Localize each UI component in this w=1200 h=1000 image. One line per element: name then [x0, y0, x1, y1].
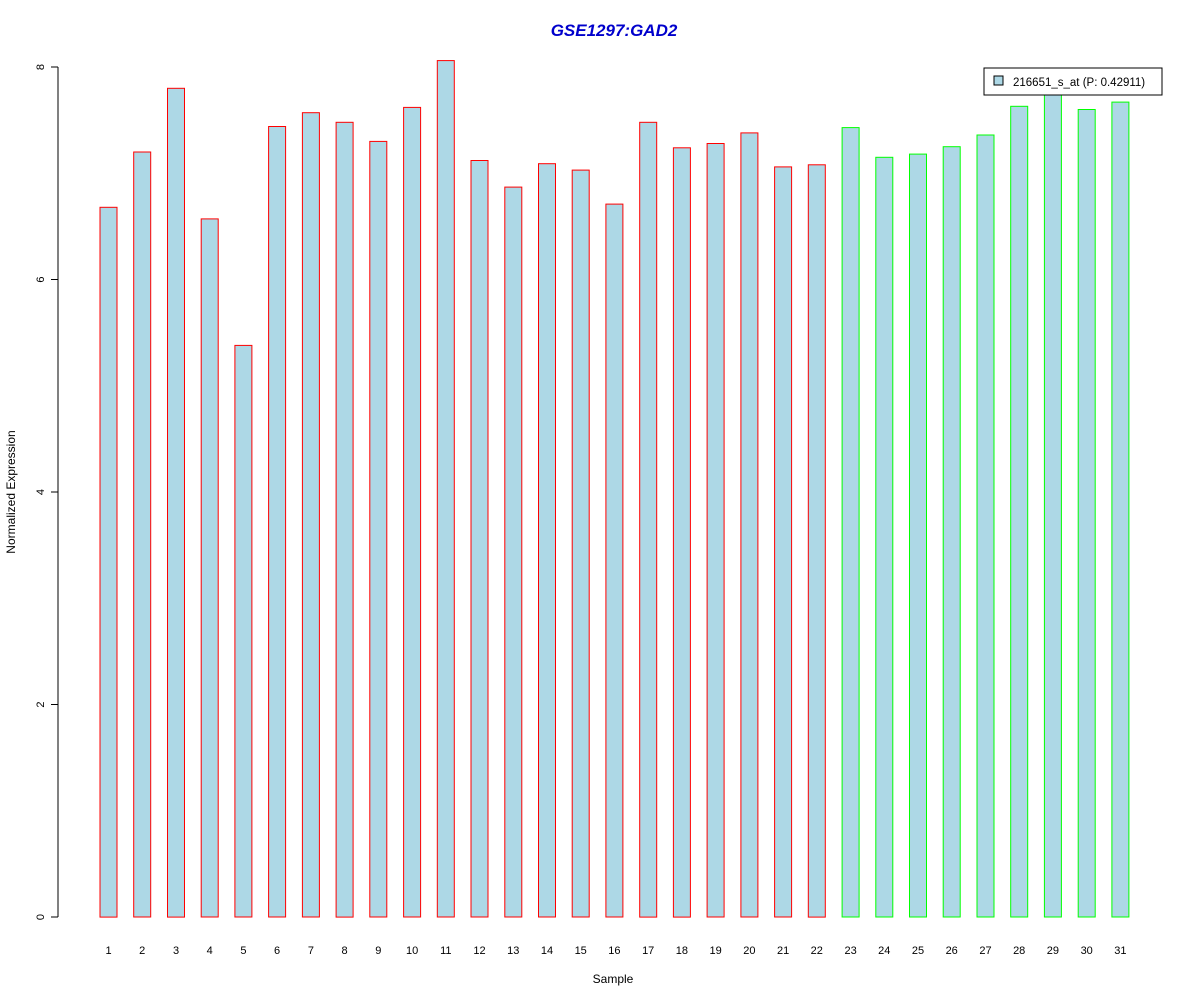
bar — [909, 153, 927, 918]
x-tick-label: 31 — [1114, 945, 1126, 957]
x-tick-label: 13 — [507, 945, 519, 957]
y-tick-label: 8 — [35, 64, 47, 70]
x-tick-label: 25 — [912, 945, 924, 957]
bar — [1111, 101, 1130, 918]
legend-box — [983, 67, 1163, 96]
bar — [470, 160, 489, 918]
x-tick-label: 6 — [274, 945, 280, 957]
bar — [740, 132, 759, 918]
y-tick-label: 0 — [35, 914, 47, 920]
x-tick-label: 17 — [642, 945, 654, 957]
bar — [639, 121, 658, 918]
bar — [1010, 105, 1029, 918]
bar — [875, 156, 894, 918]
bars — [99, 60, 1130, 918]
bar — [99, 206, 118, 918]
bar — [841, 127, 860, 918]
y-axis: 0 2 4 6 8 — [35, 64, 59, 920]
x-axis-label: Sample — [593, 972, 634, 986]
bar — [571, 169, 590, 918]
x-tick-label: 26 — [946, 945, 958, 957]
x-tick-label: 18 — [676, 945, 688, 957]
x-tick-label: 5 — [240, 945, 246, 957]
x-tick-label: 15 — [575, 945, 587, 957]
x-tick-label: 24 — [878, 945, 890, 957]
bar — [1043, 93, 1062, 918]
bar — [942, 146, 961, 918]
bar — [1077, 109, 1096, 918]
bar — [976, 134, 995, 918]
legend: 216651_s_at (P: 0.42911) — [983, 67, 1163, 96]
bar — [436, 60, 455, 918]
bar — [706, 143, 725, 918]
x-tick-label: 12 — [473, 945, 485, 957]
legend-swatch — [993, 75, 1004, 86]
x-tick-label: 19 — [709, 945, 721, 957]
y-axis-label: Normalized Expression — [4, 430, 18, 553]
x-tick-label: 28 — [1013, 945, 1025, 957]
x-tick-label: 10 — [406, 945, 418, 957]
bar — [369, 140, 388, 918]
bar — [538, 163, 556, 918]
x-tick-label: 30 — [1081, 945, 1093, 957]
x-tick-label: 27 — [979, 945, 991, 957]
bar — [504, 186, 523, 918]
x-tick-label: 7 — [308, 945, 314, 957]
bar — [774, 166, 793, 918]
bar — [335, 121, 354, 918]
y-tick-label: 4 — [35, 489, 47, 495]
x-tick-label: 16 — [608, 945, 620, 957]
x-tick-label: 29 — [1047, 945, 1059, 957]
bar — [234, 344, 253, 918]
x-tick-label: 21 — [777, 945, 789, 957]
x-tick-label: 22 — [811, 945, 823, 957]
x-tick-label: 3 — [173, 945, 179, 957]
bar — [807, 164, 826, 918]
bar — [301, 112, 320, 918]
bar — [200, 218, 219, 918]
x-tick-label: 11 — [440, 945, 451, 957]
y-tick-label: 2 — [35, 701, 47, 707]
bar — [403, 106, 422, 918]
bar — [167, 87, 185, 918]
x-tick-label: 9 — [375, 945, 381, 957]
x-axis-tick-labels: 1 2 3 4 5 6 7 8 9 10 11 12 13 14 15 16 17 18 19 20 21 22 23 24 2… — [105, 945, 1126, 957]
chart-title: GSE1297:GAD2 — [551, 21, 678, 40]
x-tick-label: 8 — [342, 945, 348, 957]
legend-label: 216651_s_at (P: 0.42911) — [1013, 77, 1145, 89]
x-tick-label: 1 — [105, 945, 111, 957]
x-tick-label: 2 — [139, 945, 145, 957]
x-tick-label: 4 — [207, 945, 213, 957]
bar — [133, 151, 152, 918]
bar — [268, 126, 287, 918]
x-tick-label: 20 — [743, 945, 755, 957]
bar — [605, 203, 624, 918]
x-tick-label: 14 — [541, 945, 553, 957]
x-tick-label: 23 — [844, 945, 856, 957]
bar — [672, 147, 691, 918]
y-tick-label: 6 — [35, 276, 47, 282]
